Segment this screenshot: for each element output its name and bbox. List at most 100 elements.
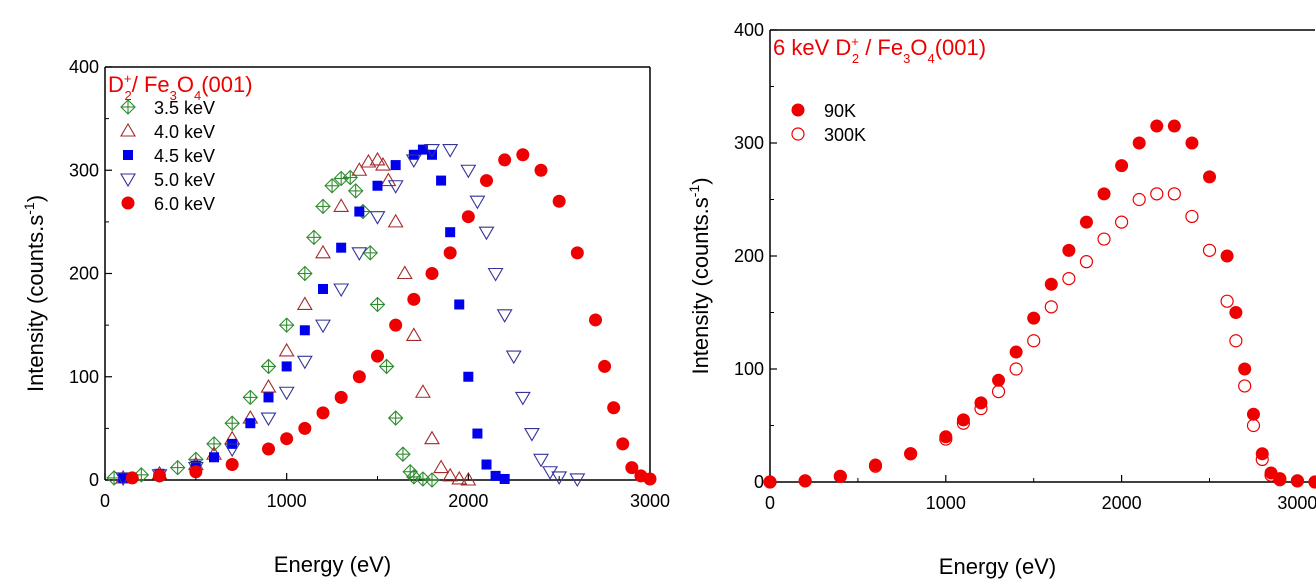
data-point bbox=[224, 415, 240, 431]
data-point bbox=[415, 471, 431, 487]
chart-annotation: D+ 2/ Fe3O4(001) bbox=[108, 71, 253, 103]
data-point bbox=[281, 361, 292, 372]
y-tick-label: 200 bbox=[69, 264, 99, 284]
y-tick-label: 300 bbox=[734, 133, 764, 153]
data-point bbox=[369, 151, 386, 166]
data-point bbox=[380, 172, 397, 187]
data-point bbox=[607, 401, 621, 415]
data-point bbox=[1132, 192, 1146, 207]
series-6-0-kev bbox=[125, 148, 657, 486]
data-point bbox=[1273, 473, 1287, 487]
x-tick-label: 1000 bbox=[926, 493, 966, 513]
legend-marker bbox=[123, 150, 133, 160]
x-tick-label: 2000 bbox=[1102, 493, 1142, 513]
data-point bbox=[487, 267, 504, 282]
data-point bbox=[342, 169, 359, 186]
data-point bbox=[260, 358, 277, 375]
data-point bbox=[360, 153, 377, 168]
legend-label: 3.5 keV bbox=[154, 98, 215, 118]
data-point bbox=[445, 227, 456, 238]
legend-marker bbox=[791, 103, 805, 117]
data-point bbox=[1079, 255, 1094, 269]
chart-annotation: 6 keV D+ 2 / Fe3O4(001) bbox=[773, 34, 986, 66]
data-point bbox=[956, 416, 970, 430]
data-point bbox=[296, 355, 313, 370]
legend-marker bbox=[120, 173, 136, 188]
data-point bbox=[480, 174, 493, 188]
data-point bbox=[1132, 136, 1146, 150]
data-point bbox=[1185, 136, 1199, 150]
data-point bbox=[763, 475, 777, 489]
data-point bbox=[1238, 362, 1252, 376]
data-point bbox=[225, 458, 239, 472]
data-point bbox=[460, 164, 477, 179]
data-point bbox=[499, 473, 510, 484]
legend-label: 6.0 keV bbox=[154, 194, 215, 214]
legend-marker bbox=[791, 127, 805, 141]
series-300k bbox=[763, 187, 1316, 489]
x-tick-label: 1000 bbox=[267, 491, 307, 511]
legend-label: 5.0 keV bbox=[154, 170, 215, 190]
data-point bbox=[278, 386, 295, 401]
data-point bbox=[242, 389, 259, 406]
data-point bbox=[1290, 474, 1305, 488]
series-4-0-kev bbox=[115, 151, 477, 486]
data-point bbox=[798, 474, 812, 488]
data-point bbox=[298, 421, 312, 435]
x-axis-label: Energy (eV) bbox=[274, 552, 391, 577]
data-point bbox=[433, 459, 450, 474]
data-point bbox=[1202, 243, 1217, 257]
data-point bbox=[405, 154, 422, 169]
data-point bbox=[542, 466, 559, 480]
data-point bbox=[516, 148, 530, 162]
data-point bbox=[1203, 170, 1217, 184]
data-point bbox=[1097, 232, 1111, 246]
chart-panel-1: 0 1000 2000 3000 0 100 200 300 400 Energy (eV) Int… bbox=[21, 57, 670, 577]
data-point bbox=[833, 469, 847, 483]
data-point bbox=[333, 170, 349, 187]
data-point bbox=[369, 296, 386, 313]
data-point bbox=[1009, 345, 1023, 359]
data-point bbox=[956, 413, 970, 427]
data-point bbox=[1238, 379, 1252, 393]
data-point bbox=[352, 370, 366, 384]
data-point bbox=[463, 371, 474, 382]
legend-label: 300K bbox=[824, 125, 866, 145]
y-tick-label: 300 bbox=[69, 160, 99, 180]
data-point bbox=[939, 430, 953, 444]
data-point bbox=[833, 469, 847, 483]
data-point bbox=[414, 384, 431, 398]
data-point bbox=[939, 432, 953, 446]
data-point bbox=[424, 430, 440, 445]
legend-marker bbox=[120, 99, 136, 115]
legend-label: 4.5 keV bbox=[154, 146, 215, 166]
data-point bbox=[1246, 407, 1260, 421]
series-3-5-kev bbox=[106, 169, 440, 488]
data-point bbox=[454, 299, 465, 310]
x-tick-label: 0 bbox=[765, 493, 775, 513]
data-point bbox=[523, 427, 540, 442]
data-point bbox=[334, 390, 348, 404]
data-point bbox=[1150, 119, 1164, 133]
data-point bbox=[451, 470, 468, 485]
data-point bbox=[1044, 277, 1058, 291]
data-point bbox=[1009, 362, 1023, 376]
data-point bbox=[1246, 418, 1261, 433]
data-point bbox=[333, 198, 350, 212]
data-point bbox=[299, 325, 310, 336]
data-point bbox=[533, 453, 549, 468]
data-point bbox=[351, 162, 368, 176]
data-point bbox=[316, 406, 330, 420]
data-point bbox=[297, 265, 313, 282]
data-point bbox=[362, 245, 379, 261]
data-point bbox=[1290, 474, 1304, 488]
data-point bbox=[498, 153, 512, 167]
data-point bbox=[263, 392, 274, 403]
data-point bbox=[315, 319, 331, 334]
data-point bbox=[481, 459, 492, 470]
data-point bbox=[496, 309, 513, 323]
data-point bbox=[505, 350, 522, 365]
data-point bbox=[278, 342, 295, 357]
data-point bbox=[387, 180, 404, 194]
